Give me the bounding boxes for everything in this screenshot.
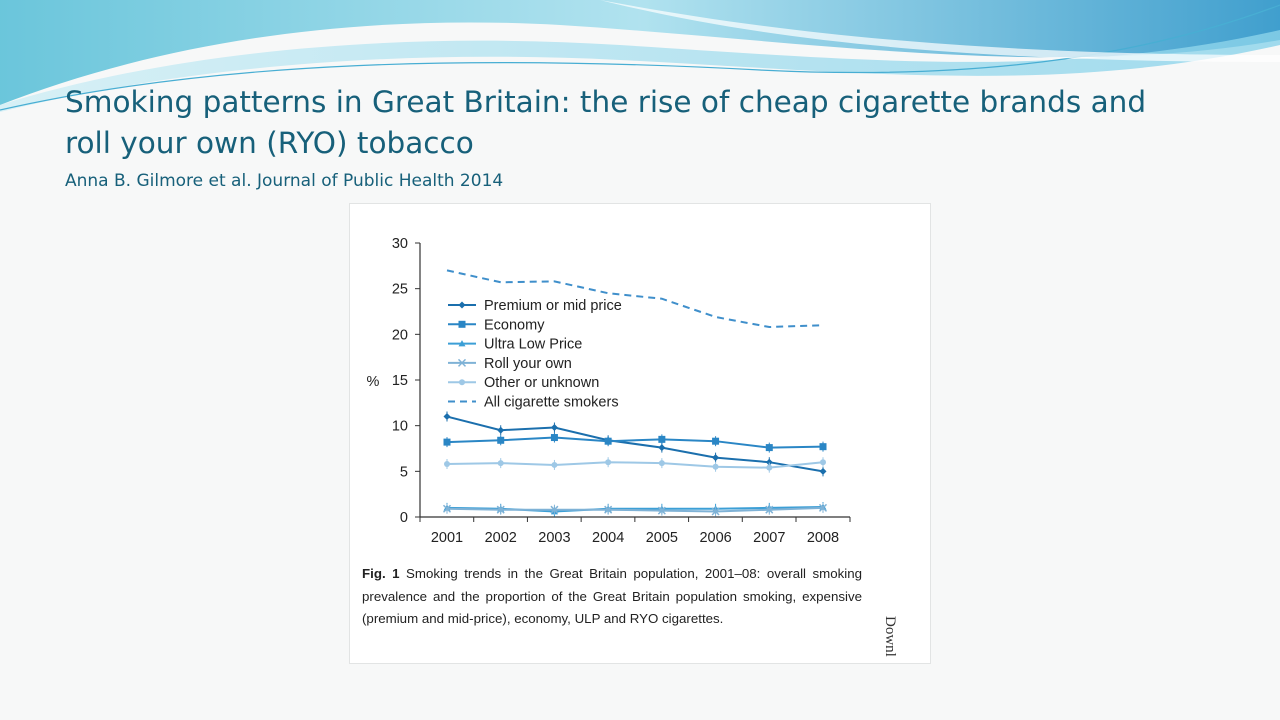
legend-marker <box>459 379 465 386</box>
y-tick-label: 15 <box>392 373 408 389</box>
legend-marker <box>458 340 466 347</box>
data-point <box>604 505 613 514</box>
data-point <box>443 438 451 446</box>
legend-label-3: Ultra Low Price <box>484 337 582 353</box>
data-point <box>604 437 612 445</box>
data-point <box>819 443 827 451</box>
data-point <box>819 467 827 475</box>
y-tick-label: 5 <box>400 464 408 480</box>
data-point <box>443 413 451 421</box>
series-line-5 <box>446 461 824 469</box>
data-point <box>442 504 452 513</box>
data-point <box>497 436 505 444</box>
x-tick-label: 2007 <box>753 530 785 546</box>
data-point <box>551 461 558 468</box>
legend-marker <box>458 320 466 328</box>
data-point <box>550 423 558 431</box>
y-tick-label: 20 <box>392 327 408 343</box>
slide-title: Smoking patterns in Great Britain: the r… <box>65 85 1147 160</box>
data-point <box>820 459 826 466</box>
legend-marker <box>457 358 467 367</box>
y-tick-label: 25 <box>392 282 408 298</box>
data-point <box>550 434 558 442</box>
legend-label-2: Economy <box>484 317 545 333</box>
legend-label-1: Premium or mid price <box>484 298 622 314</box>
data-point <box>765 505 774 514</box>
series-line-2 <box>446 436 824 449</box>
x-tick-label: 2005 <box>646 530 678 546</box>
slide-subtitle: Anna B. Gilmore et al. Journal of Public… <box>65 171 504 191</box>
x-tick-label: 2002 <box>485 530 517 546</box>
header-swoosh-decoration <box>0 0 1280 112</box>
data-point <box>818 503 828 512</box>
y-tick-label: 30 <box>392 236 408 252</box>
data-point <box>658 435 666 443</box>
x-tick-label: 2001 <box>431 530 463 546</box>
figure-caption: Fig. 1 Smoking trends in the Great Brita… <box>362 563 862 631</box>
data-point <box>766 464 773 471</box>
data-point <box>712 454 720 462</box>
y-axis-label: % <box>367 374 380 390</box>
line-chart: 0 5 10 15 20 25 30% 2001 2002 2003 2004 2005 2006 200… <box>367 236 851 546</box>
series-line-6 <box>446 269 824 329</box>
caption-text: Smoking trends in the Great Britain popu… <box>362 566 862 626</box>
y-tick-label: 0 <box>400 510 408 526</box>
data-point <box>550 505 559 514</box>
data-point <box>658 460 665 467</box>
data-point <box>658 444 666 452</box>
data-point <box>712 463 719 470</box>
x-tick-label: 2008 <box>807 530 839 546</box>
series-line-4 <box>446 506 824 513</box>
data-point <box>497 460 504 467</box>
legend-label-4: Roll your own <box>484 356 572 372</box>
caption-label: Fig. 1 <box>362 566 400 581</box>
x-tick-label: 2004 <box>592 530 624 546</box>
legend-marker <box>458 301 466 309</box>
data-point <box>444 461 450 468</box>
figure-panel: 0 5 10 15 20 25 30% 2001 2002 2003 2004 2005 2006 200… <box>349 203 931 664</box>
data-point <box>712 437 720 445</box>
data-point <box>497 426 505 434</box>
y-tick-label: 10 <box>392 419 408 435</box>
data-point <box>765 458 773 466</box>
data-point <box>605 459 612 466</box>
data-point <box>657 506 666 515</box>
x-tick-label: 2003 <box>538 530 570 546</box>
data-point <box>711 507 720 516</box>
data-point <box>496 505 505 514</box>
legend-label-5: Other or unknown <box>484 375 599 391</box>
side-cropped-text: Downl <box>882 616 898 657</box>
legend-label-6: All cigarette smokers <box>484 395 619 411</box>
series-line-1 <box>446 415 824 473</box>
data-point <box>765 444 773 452</box>
x-tick-label: 2006 <box>699 530 731 546</box>
